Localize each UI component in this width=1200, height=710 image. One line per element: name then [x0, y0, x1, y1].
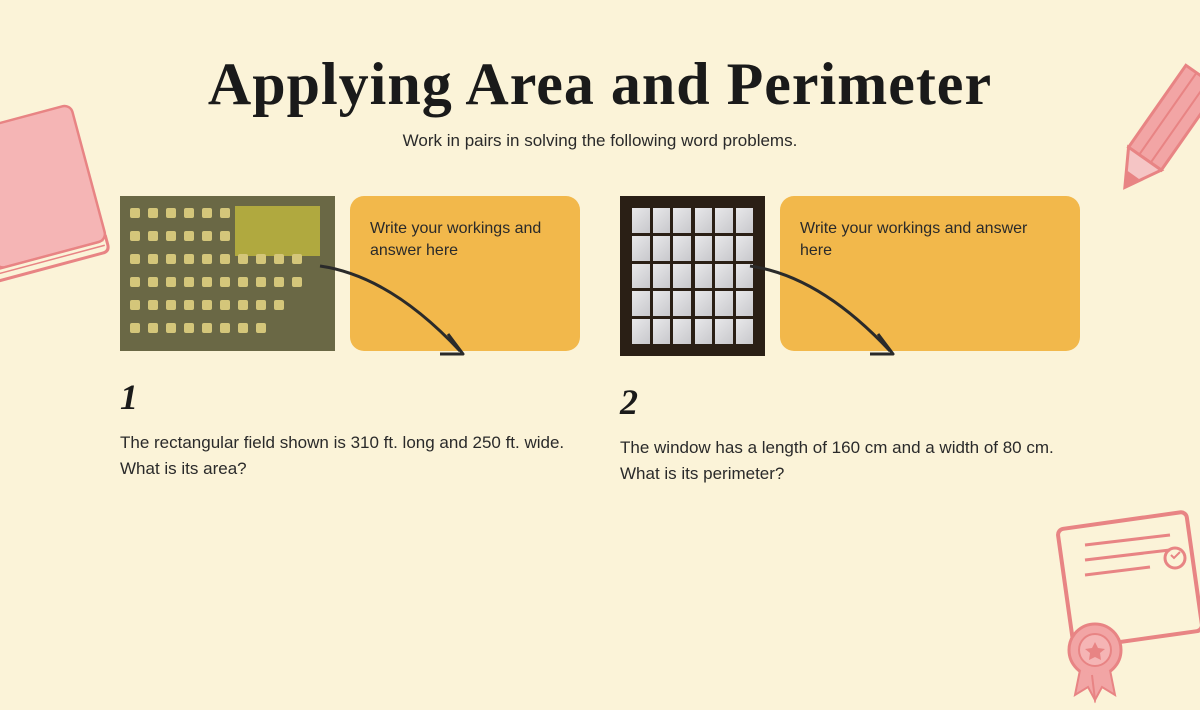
answer-box-1[interactable]: Write your workings and answer here — [350, 196, 580, 351]
certificate-icon — [1040, 505, 1200, 705]
window-image — [620, 196, 765, 356]
problem-2: Write your workings and answer here 2 Th… — [620, 196, 1080, 486]
problem-text-1: The rectangular field shown is 310 ft. l… — [120, 430, 580, 481]
problem-1-top: Write your workings and answer here — [120, 196, 580, 351]
answer-prompt-1: Write your workings and answer here — [370, 218, 560, 263]
answer-box-2[interactable]: Write your workings and answer here — [780, 196, 1080, 351]
slide-container: Applying Area and Perimeter Work in pair… — [0, 0, 1200, 675]
field-image — [120, 196, 335, 351]
page-subtitle: Work in pairs in solving the following w… — [120, 131, 1080, 151]
problem-2-top: Write your workings and answer here — [620, 196, 1080, 356]
problems-container: Write your workings and answer here 1 Th… — [120, 196, 1080, 486]
problem-1: Write your workings and answer here 1 Th… — [120, 196, 580, 486]
answer-prompt-2: Write your workings and answer here — [800, 218, 1060, 263]
pencil-icon — [1061, 26, 1200, 235]
problem-text-2: The window has a length of 160 cm and a … — [620, 435, 1080, 486]
problem-number-1: 1 — [120, 376, 580, 418]
page-title: Applying Area and Perimeter — [120, 50, 1080, 119]
problem-number-2: 2 — [620, 381, 1080, 423]
